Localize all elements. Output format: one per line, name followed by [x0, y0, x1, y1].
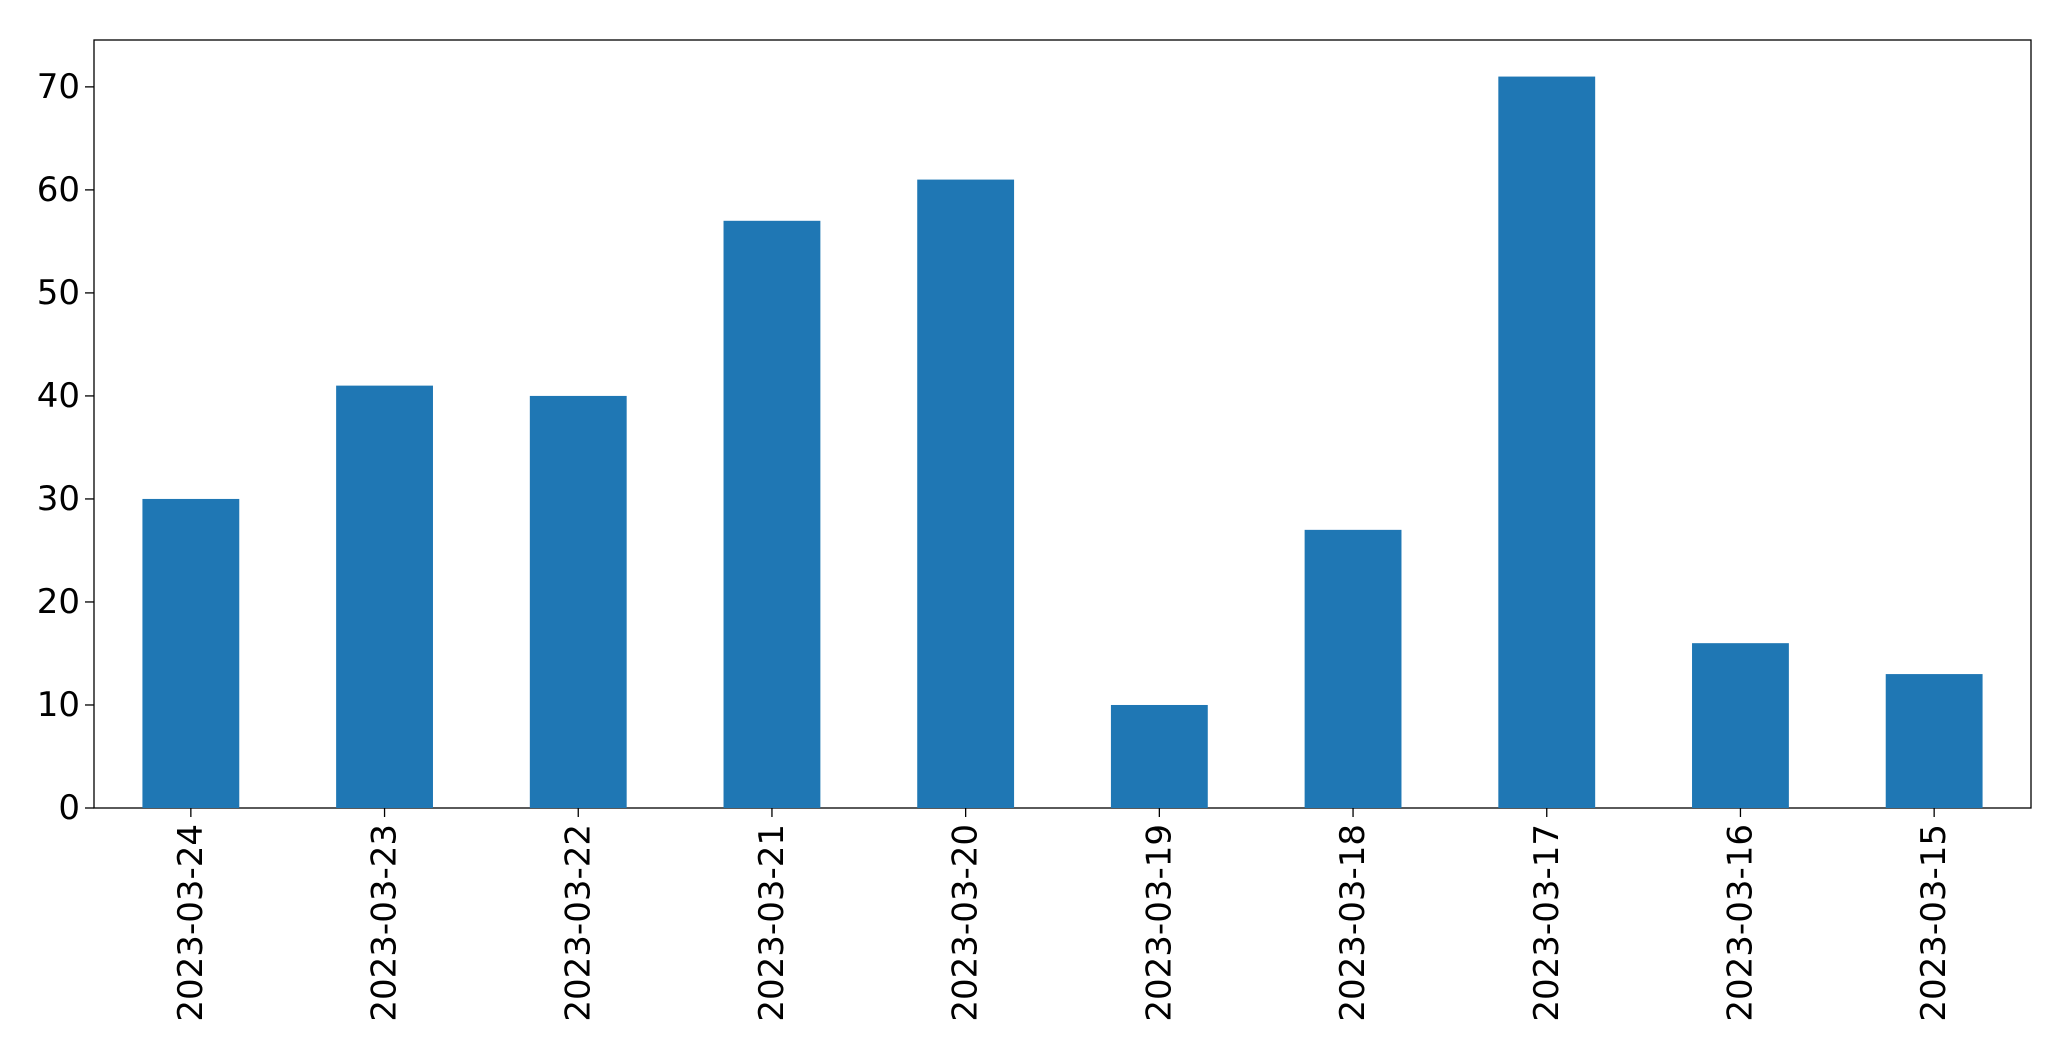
plot-frame: [93, 39, 2032, 809]
x-tick-label: 2023-03-17: [1527, 824, 1567, 1022]
bar: [142, 498, 240, 808]
bar: [1304, 529, 1402, 808]
bar: [1498, 76, 1596, 809]
bar: [336, 385, 433, 808]
y-tick-label: 20: [37, 582, 80, 622]
x-tick-label: 2023-03-19: [1139, 824, 1179, 1022]
y-tick-label: 40: [37, 376, 80, 416]
x-tick-label: 2023-03-18: [1333, 824, 1373, 1022]
y-tick-label: 10: [37, 685, 80, 725]
bar: [1692, 643, 1789, 808]
x-tick-label: 2023-03-21: [752, 824, 792, 1022]
bar: [1885, 674, 1983, 808]
bar: [917, 179, 1015, 808]
x-tick-label: 2023-03-23: [365, 824, 405, 1022]
x-tick-label: 2023-03-24: [171, 824, 211, 1022]
y-tick-label: 60: [37, 170, 80, 210]
y-tick-label: 0: [58, 788, 80, 828]
y-tick-label: 70: [37, 67, 80, 107]
y-tick-label: 50: [37, 273, 80, 313]
bar: [723, 220, 821, 809]
x-tick-label: 2023-03-15: [1914, 824, 1954, 1022]
x-tick-label: 2023-03-22: [558, 824, 598, 1022]
x-tick-label: 2023-03-16: [1720, 824, 1760, 1022]
y-tick-label: 30: [37, 479, 80, 519]
x-tick-label: 2023-03-20: [946, 824, 986, 1022]
bar: [1110, 704, 1208, 808]
bar: [529, 395, 627, 808]
